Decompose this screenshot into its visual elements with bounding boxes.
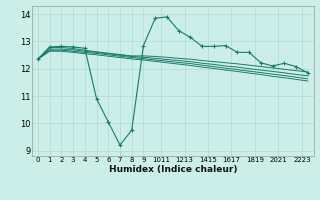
X-axis label: Humidex (Indice chaleur): Humidex (Indice chaleur) [108,165,237,174]
